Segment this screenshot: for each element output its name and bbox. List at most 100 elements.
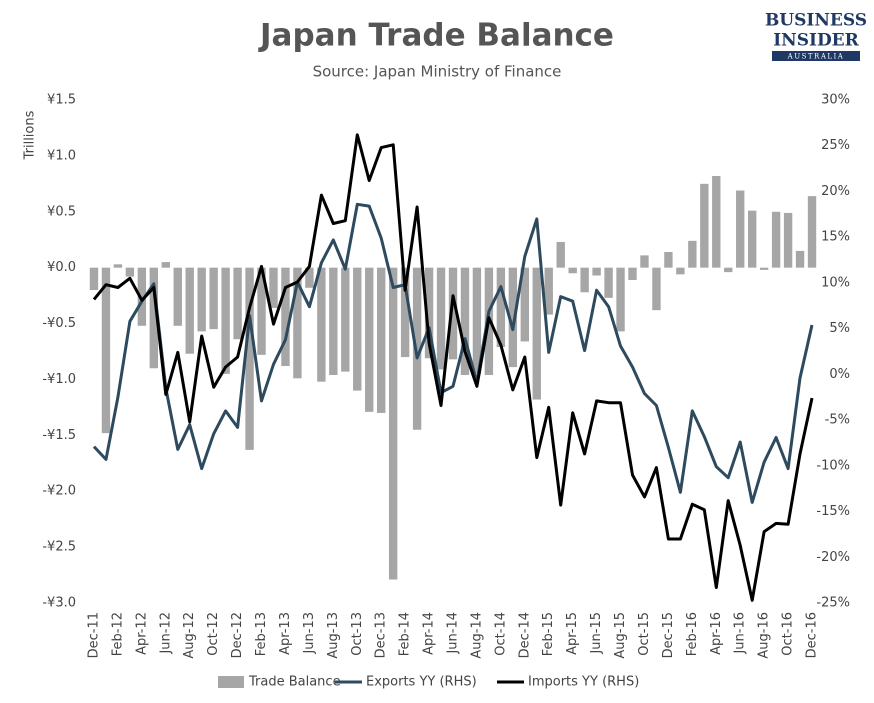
x-tick-label: Feb-16: [685, 612, 700, 656]
bar: [185, 267, 194, 354]
y2-tick-label: -10%: [816, 458, 850, 473]
bar: [807, 196, 817, 268]
bar: [209, 267, 218, 330]
y-tick-label: ¥1.0: [47, 148, 76, 163]
bar: [508, 267, 518, 368]
bar: [496, 267, 506, 348]
x-tick-label: Jun-12: [158, 612, 173, 655]
y2-tick-label: -20%: [816, 550, 850, 565]
bar: [317, 267, 326, 382]
x-tick-label: Apr-15: [565, 612, 580, 655]
bar: [771, 211, 781, 268]
bar: [221, 267, 230, 374]
x-tick-label: Oct-13: [350, 612, 365, 656]
x-tick-label: Aug-15: [613, 612, 628, 659]
y2-tick-label: -15%: [816, 504, 850, 519]
x-tick-label: Jun-15: [589, 612, 604, 655]
x-tick-label: Jun-13: [302, 612, 317, 655]
bar: [137, 267, 147, 326]
bar: [101, 267, 111, 434]
x-tick-label: Aug-13: [326, 612, 341, 659]
bar: [281, 267, 290, 367]
y2-tick-label: -5%: [825, 413, 850, 428]
bar: [747, 210, 757, 268]
x-tick-label: Aug-14: [469, 612, 484, 659]
bar: [759, 267, 769, 270]
bar: [436, 267, 446, 370]
x-tick-label: Apr-14: [422, 612, 437, 655]
x-tick-label: Feb-13: [254, 612, 269, 656]
bar: [233, 267, 242, 340]
bar: [197, 267, 206, 332]
bar: [161, 262, 170, 268]
bar: [424, 267, 434, 359]
bar: [269, 267, 278, 308]
bar: [353, 267, 362, 391]
bar: [293, 267, 302, 379]
bar: [257, 267, 266, 355]
legend-swatch: [218, 676, 244, 688]
bar: [448, 267, 458, 360]
y2-tick-label: 30%: [821, 93, 850, 108]
x-tick-label: Dec-15: [661, 612, 676, 658]
bar: [783, 212, 793, 268]
bar: [556, 241, 565, 268]
x-tick-label: Oct-15: [637, 612, 652, 656]
y2-tick-label: 0%: [829, 367, 850, 382]
line: [92, 202, 814, 504]
bar: [400, 267, 410, 358]
y2-tick-label: -25%: [816, 596, 850, 611]
x-tick-label: Feb-14: [398, 612, 413, 656]
bar: [460, 267, 470, 375]
bar: [377, 267, 386, 413]
x-tick-label: Dec-14: [517, 612, 532, 658]
x-tick-label: Oct-14: [493, 612, 508, 656]
bar: [700, 183, 709, 268]
x-tick-label: Oct-16: [781, 612, 796, 656]
bar: [341, 267, 350, 372]
bar: [329, 267, 338, 375]
x-tick-label: Feb-15: [541, 612, 556, 656]
y-tick-label: ¥1.5: [47, 93, 76, 108]
y2-tick-label: 15%: [821, 230, 850, 245]
bar: [388, 267, 398, 580]
x-tick-label: Jun-14: [446, 612, 461, 655]
logo: BUSINESS INSIDER AUSTRALIA: [765, 11, 867, 61]
line: [92, 133, 814, 602]
bar: [592, 267, 601, 276]
y2-tick-label: 5%: [829, 321, 850, 336]
y-tick-label: ¥0.5: [47, 204, 76, 219]
x-tick-label: Apr-12: [134, 612, 149, 655]
bar: [736, 190, 745, 268]
bar: [640, 255, 649, 268]
y-tick-label: -¥1.0: [42, 372, 76, 387]
x-tick-label: Dec-16: [805, 612, 820, 658]
bar: [125, 267, 135, 277]
y-tick-label: -¥1.5: [42, 428, 76, 443]
x-tick-label: Dec-11: [86, 612, 101, 658]
bar: [676, 267, 685, 275]
logo-line-3: AUSTRALIA: [787, 53, 845, 61]
logo-line-1: BUSINESS: [765, 11, 867, 31]
bar: [795, 250, 805, 268]
y-tick-label: -¥3.0: [42, 596, 76, 611]
bar: [544, 267, 553, 315]
bar: [664, 252, 673, 268]
y-tick-label: ¥0.0: [47, 260, 76, 275]
x-tick-label: Apr-16: [709, 612, 724, 655]
bar: [365, 267, 374, 412]
bar: [724, 267, 733, 273]
bar: [568, 267, 577, 274]
x-tick-label: Jun-16: [733, 612, 748, 655]
y2-tick-label: 10%: [821, 275, 850, 290]
x-tick-label: Feb-12: [110, 612, 125, 656]
bar: [305, 267, 314, 288]
x-tick-label: Dec-13: [374, 612, 389, 658]
legend-label: Exports YY (RHS): [366, 675, 477, 690]
y-axis-label: Trillions: [23, 110, 38, 160]
y2-tick-label: 25%: [821, 138, 850, 153]
x-tick-label: Oct-12: [206, 612, 221, 656]
legend-label: Trade Balance: [248, 675, 341, 690]
bar: [628, 267, 637, 280]
bar: [616, 267, 625, 332]
